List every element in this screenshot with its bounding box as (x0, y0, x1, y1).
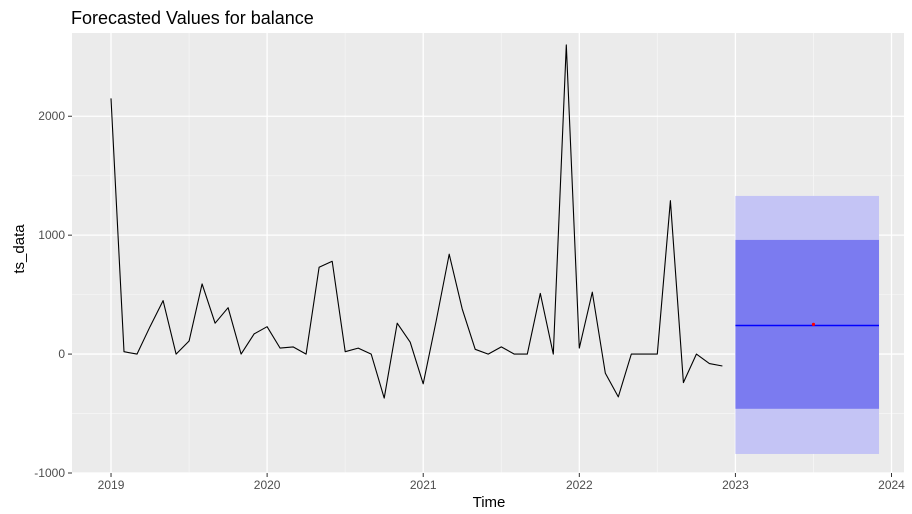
forecast-band-80 (735, 239, 880, 409)
x-tick-label: 2020 (254, 478, 281, 492)
x-tick-label: 2022 (566, 478, 593, 492)
y-axis-label: ts_data (11, 224, 28, 274)
x-axis-ticks: 2019 2020 2021 2022 2023 2024 (98, 473, 905, 492)
chart-title: Forecasted Values for balance (71, 8, 314, 28)
y-axis-ticks: -1000 0 1000 2000 (34, 109, 72, 480)
x-tick-label: 2023 (722, 478, 749, 492)
history-line (110, 44, 723, 399)
x-tick-label: 2019 (98, 478, 125, 492)
x-tick-label: 2024 (878, 478, 905, 492)
x-tick-label: 2021 (410, 478, 437, 492)
x-axis-label: Time (473, 494, 506, 511)
series-lines (110, 44, 879, 399)
y-tick-label: 1000 (38, 228, 65, 242)
y-tick-label: 0 (58, 347, 65, 361)
y-tick-label: -1000 (34, 466, 65, 480)
forecast-marker (811, 322, 816, 326)
y-tick-label: 2000 (38, 109, 65, 123)
